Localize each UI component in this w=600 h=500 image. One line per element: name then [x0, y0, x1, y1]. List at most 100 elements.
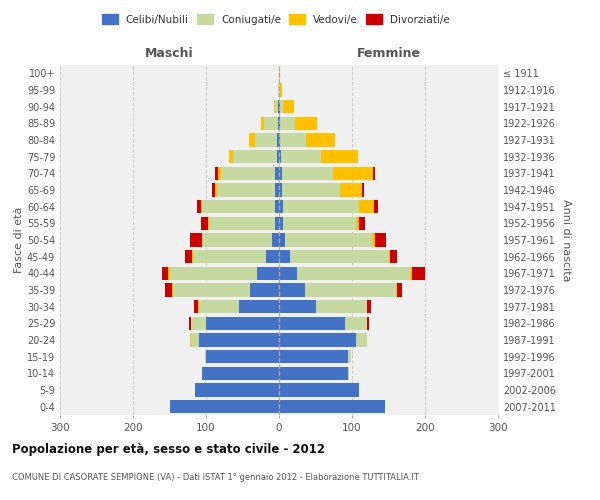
Bar	[202, 234, 272, 246]
Bar	[306, 134, 335, 146]
Text: Femmine: Femmine	[356, 47, 421, 60]
Bar	[359, 216, 365, 230]
Bar	[229, 150, 233, 164]
Bar	[265, 116, 278, 130]
Bar	[280, 100, 283, 114]
Bar	[390, 250, 397, 264]
Bar	[279, 134, 280, 146]
Bar	[367, 300, 371, 314]
Bar	[218, 166, 221, 180]
Bar	[201, 216, 208, 230]
Bar	[206, 316, 279, 330]
Bar	[275, 166, 279, 180]
Bar	[279, 350, 349, 364]
Bar	[359, 200, 374, 213]
Bar	[250, 284, 279, 296]
Bar	[283, 100, 295, 114]
Bar	[279, 150, 281, 164]
Bar	[374, 200, 378, 213]
Bar	[279, 366, 349, 380]
Bar	[412, 266, 425, 280]
Bar	[239, 300, 279, 314]
Bar	[281, 150, 322, 164]
Bar	[322, 150, 358, 164]
Bar	[199, 300, 239, 314]
Bar	[295, 116, 317, 130]
Bar	[272, 234, 279, 246]
Text: COMUNE DI CASORATE SEMPIONE (VA) - Dati ISTAT 1° gennaio 2012 - Elaborazione TUT: COMUNE DI CASORATE SEMPIONE (VA) - Dati …	[12, 472, 419, 482]
Bar	[255, 134, 277, 146]
Bar	[396, 284, 397, 296]
Bar	[373, 234, 374, 246]
Bar	[279, 166, 282, 180]
Bar	[190, 234, 202, 246]
Bar	[374, 234, 386, 246]
Bar	[279, 300, 316, 314]
Bar	[277, 134, 279, 146]
Bar	[168, 266, 170, 280]
Bar	[275, 184, 279, 196]
Bar	[285, 234, 373, 246]
Bar	[215, 184, 217, 196]
Bar	[275, 100, 278, 114]
Text: Maschi: Maschi	[145, 47, 194, 60]
Bar	[282, 166, 333, 180]
Bar	[277, 150, 279, 164]
Bar	[279, 66, 280, 80]
Bar	[279, 84, 280, 96]
Bar	[340, 184, 362, 196]
Bar	[278, 84, 279, 96]
Bar	[279, 216, 283, 230]
Legend: Celibi/Nubili, Coniugati/e, Vedovi/e, Divorziati/e: Celibi/Nubili, Coniugati/e, Vedovi/e, Di…	[98, 10, 454, 29]
Bar	[202, 200, 275, 213]
Bar	[208, 216, 209, 230]
Bar	[199, 334, 279, 346]
Bar	[283, 216, 356, 230]
Bar	[257, 266, 279, 280]
Bar	[205, 350, 206, 364]
Bar	[165, 284, 172, 296]
Bar	[279, 184, 282, 196]
Bar	[173, 284, 250, 296]
Bar	[212, 184, 215, 196]
Bar	[275, 216, 279, 230]
Bar	[410, 266, 412, 280]
Bar	[261, 116, 265, 130]
Bar	[279, 100, 280, 114]
Bar	[209, 216, 275, 230]
Bar	[283, 200, 359, 213]
Bar	[162, 266, 168, 280]
Bar	[172, 284, 173, 296]
Bar	[274, 100, 275, 114]
Bar	[282, 184, 340, 196]
Bar	[191, 316, 206, 330]
Bar	[344, 316, 367, 330]
Bar	[197, 200, 201, 213]
Bar	[192, 250, 193, 264]
Bar	[356, 334, 367, 346]
Bar	[280, 84, 282, 96]
Bar	[202, 366, 279, 380]
Bar	[217, 184, 275, 196]
Bar	[290, 250, 389, 264]
Bar	[215, 166, 218, 180]
Text: Popolazione per età, sesso e stato civile - 2012: Popolazione per età, sesso e stato civil…	[12, 442, 325, 456]
Bar	[279, 316, 344, 330]
Bar	[389, 250, 390, 264]
Bar	[280, 116, 295, 130]
Bar	[279, 266, 297, 280]
Bar	[333, 166, 373, 180]
Bar	[280, 134, 306, 146]
Bar	[279, 384, 359, 396]
Bar	[349, 350, 350, 364]
Bar	[194, 300, 198, 314]
Bar	[206, 350, 279, 364]
Bar	[316, 300, 367, 314]
Bar	[185, 250, 192, 264]
Bar	[170, 400, 279, 413]
Bar	[266, 250, 279, 264]
Bar	[201, 200, 202, 213]
Bar	[193, 250, 266, 264]
Bar	[373, 166, 374, 180]
Bar	[297, 266, 410, 280]
